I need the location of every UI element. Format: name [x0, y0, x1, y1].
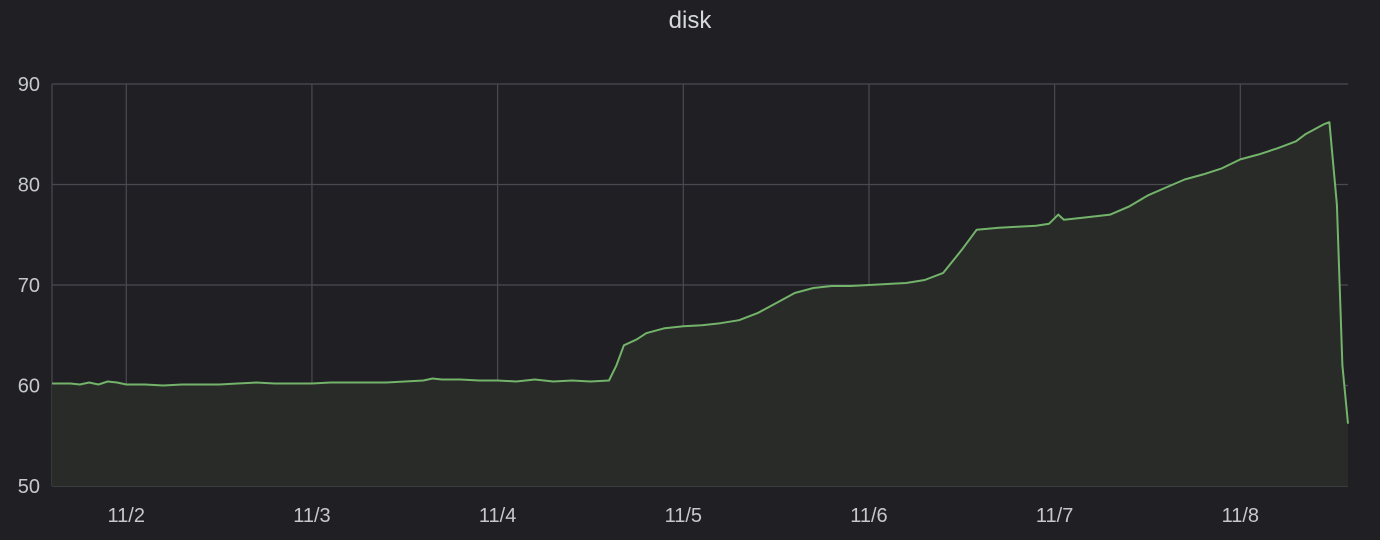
y-tick-label: 80 [18, 175, 40, 197]
x-tick-label: 11/6 [850, 505, 887, 527]
x-tick-label: 11/4 [479, 505, 516, 527]
x-axis-labels: 11/2 11/3 11/4 11/5 11/6 11/7 11/8 [108, 505, 1259, 527]
series-area-fill [52, 122, 1348, 486]
y-axis-labels: 90 80 70 60 50 [18, 74, 40, 498]
x-tick-label: 11/7 [1036, 505, 1073, 527]
y-tick-label: 70 [18, 275, 40, 297]
x-tick-label: 11/5 [665, 505, 702, 527]
x-tick-label: 11/3 [293, 505, 330, 527]
x-tick-label: 11/8 [1222, 505, 1259, 527]
x-tick-label: 11/2 [108, 505, 145, 527]
y-tick-label: 60 [18, 376, 40, 398]
y-tick-label: 50 [18, 476, 40, 498]
y-tick-label: 90 [18, 74, 40, 96]
